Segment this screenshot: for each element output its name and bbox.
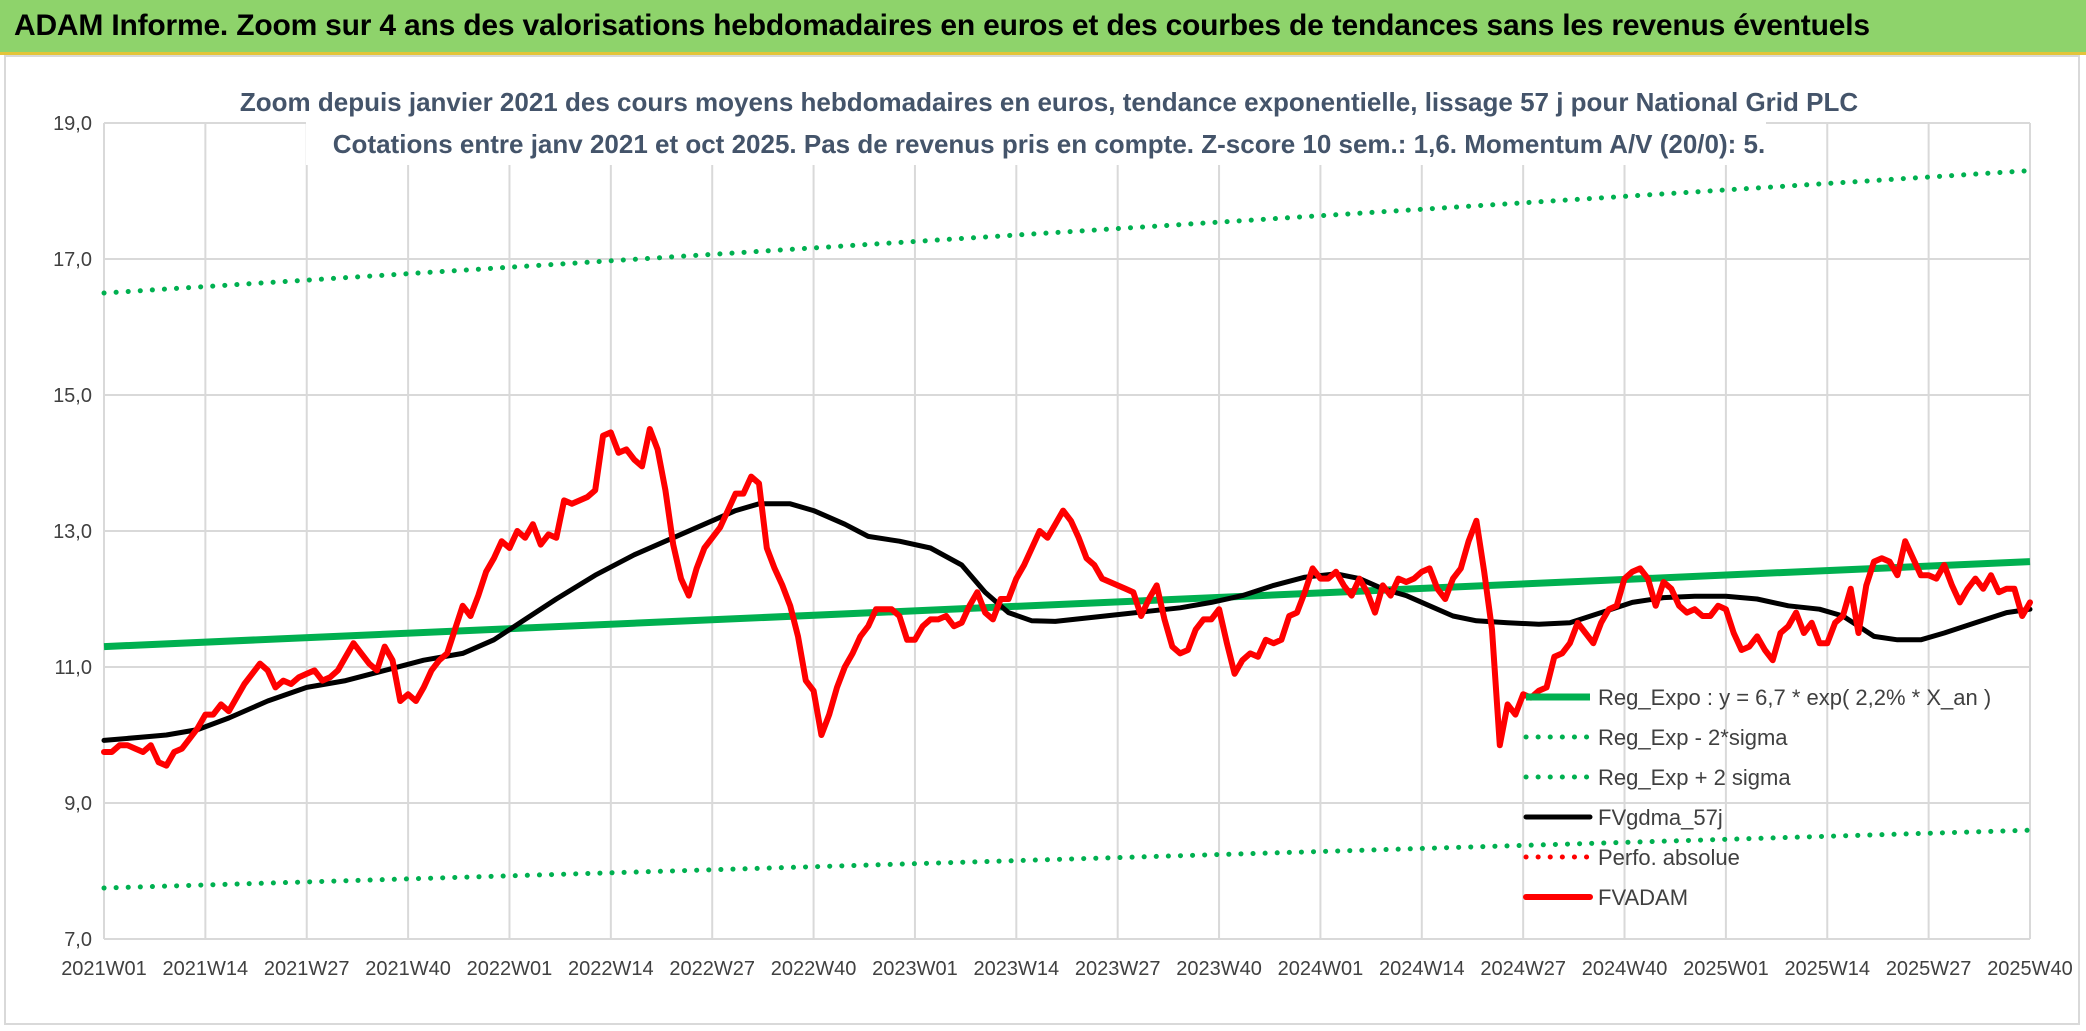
legend-label: Reg_Expo : y = 6,7 * exp( 2,2% * X_an ): [1598, 685, 1991, 710]
legend-label: Reg_Exp - 2*sigma: [1598, 725, 1788, 750]
y-tick-label: 11,0: [55, 657, 92, 679]
y-axis: 7,0 9,0 11,0 13,0 15,0 17,0 19,0: [53, 113, 92, 951]
x-tick-label: 2023W27: [1075, 958, 1161, 980]
legend-label: FVgdma_57j: [1598, 805, 1723, 830]
y-tick-label: 19,0: [53, 113, 92, 135]
x-tick-label: 2021W40: [365, 958, 451, 980]
x-tick-label: 2023W40: [1176, 958, 1262, 980]
series-layer: [101, 168, 2033, 891]
x-tick-label: 2022W01: [467, 958, 553, 980]
series-reg-expo-y-6-7-exp-2-2-x-an: [103, 558, 2031, 651]
legend-label: Perfo. absolue: [1598, 845, 1740, 870]
chart-title-line-1: Zoom depuis janvier 2021 des cours moyen…: [240, 87, 1858, 117]
series-reg-exp-2-sigma: [101, 827, 2033, 891]
x-tick-label: 2025W40: [1987, 958, 2073, 980]
x-tick-label: 2025W14: [1784, 958, 1870, 980]
x-tick-label: 2024W27: [1480, 958, 1566, 980]
x-tick-label: 2024W40: [1582, 958, 1668, 980]
report-title: ADAM Informe. Zoom sur 4 ans des valoris…: [14, 9, 1870, 42]
report-banner: ADAM Informe. Zoom sur 4 ans des valoris…: [0, 0, 2086, 55]
x-tick-label: 2021W14: [163, 958, 249, 980]
y-tick-label: 13,0: [53, 521, 92, 543]
chart-legend: Reg_Expo : y = 6,7 * exp( 2,2% * X_an ) R…: [1523, 685, 1991, 910]
x-axis: 2021W01 2021W14 2021W27 2021W40 2022W01 2022W…: [61, 958, 2073, 980]
x-tick-label: 2021W27: [264, 958, 350, 980]
x-tick-label: 2022W27: [669, 958, 755, 980]
series-fvadam: [101, 426, 2033, 769]
legend-label: FVADAM: [1598, 885, 1688, 910]
legend-label: Reg_Exp + 2 sigma: [1598, 765, 1791, 790]
chart-title-line-2: Cotations entre janv 2021 et oct 2025. P…: [333, 129, 1765, 159]
x-tick-label: 2024W14: [1379, 958, 1465, 980]
x-tick-label: 2025W27: [1886, 958, 1972, 980]
y-tick-label: 9,0: [64, 793, 92, 815]
price-chart: 7,0 9,0 11,0 13,0 15,0 17,0 19,0 2021W01 2021W1…: [53, 69, 2073, 980]
x-tick-label: 2024W01: [1278, 958, 1364, 980]
x-tick-label: 2022W40: [771, 958, 857, 980]
chart-frame: 7,0 9,0 11,0 13,0 15,0 17,0 19,0 2021W01 2021W1…: [4, 55, 2080, 1025]
chart-grid: [103, 122, 2031, 940]
x-tick-label: 2021W01: [61, 958, 147, 980]
x-tick-label: 2025W01: [1683, 958, 1769, 980]
y-tick-label: 15,0: [53, 385, 92, 407]
y-tick-label: 7,0: [64, 929, 92, 951]
chart-title-background: [306, 69, 1766, 165]
x-tick-label: 2023W14: [974, 958, 1060, 980]
x-tick-label: 2022W14: [568, 958, 654, 980]
y-tick-label: 17,0: [53, 249, 92, 271]
series-fvgdma-57j: [101, 501, 2033, 743]
series-reg-exp-2-sigma: [101, 168, 2033, 296]
x-tick-label: 2023W01: [872, 958, 958, 980]
